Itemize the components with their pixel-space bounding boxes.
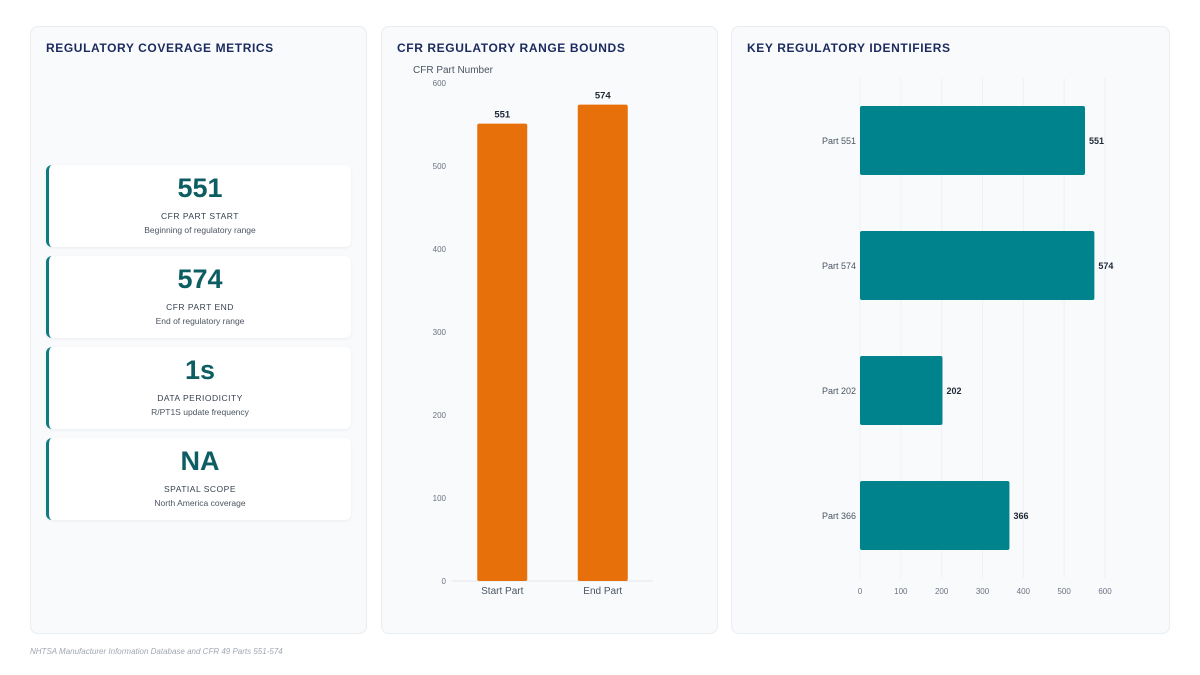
bar-data-label: 574 [595,91,612,102]
y-tick-label: 500 [433,162,447,171]
identifiers-panel: KEY REGULATORY IDENTIFIERS 0 100 200 300 400… [731,26,1170,634]
bar-start-part [477,123,528,582]
kpi-value: NA [180,446,220,476]
bar-data-label: 551 [494,110,511,121]
metrics-panel-title: REGULATORY COVERAGE METRICS [46,41,274,55]
bar-end-part [577,104,628,581]
y-tick-label: Part 202 [822,386,856,396]
x-tick-label: Start Part [481,586,523,597]
x-tick-label: 600 [1098,587,1112,596]
x-tick-label: 0 [858,587,863,596]
kpi-label: CFR PART END [166,302,234,312]
y-tick-label: Part 551 [822,136,856,146]
identifiers-chart: 0 100 200 300 400 500 600 551 Part 551 574 Part 57… [822,78,1113,596]
x-tick-label: 300 [976,587,990,596]
bar-part-202 [860,356,943,425]
kpi-card-part-end: 574 CFR PART END End of regulatory range [46,256,351,338]
y-tick-label: 0 [442,577,447,586]
kpi-subtitle: R/PT1S update frequency [151,407,249,417]
kpi-subtitle: End of regulatory range [155,316,245,326]
bar-part-574 [860,231,1095,300]
y-tick-label: 300 [433,328,447,337]
metrics-panel: REGULATORY COVERAGE METRICS 551 CFR PART… [30,26,367,634]
bar-data-label: 366 [1013,511,1028,521]
range-bounds-chart: CFR Part Number 0 100 200 300 400 500 600 551 St… [413,65,653,597]
kpi-value: 1s [184,355,216,385]
bar-part-366 [860,481,1010,550]
x-tick-label: 200 [935,587,949,596]
bar-data-label: 574 [1098,261,1113,271]
y-tick-label: Part 366 [822,511,856,521]
range-bounds-title: CFR REGULATORY RANGE BOUNDS [397,41,626,55]
y-tick-label: Part 574 [822,261,856,271]
kpi-card-spatial-scope: NA SPATIAL SCOPE North America coverage [46,438,351,520]
bar-part-551 [860,106,1085,175]
kpi-label: SPATIAL SCOPE [163,484,236,494]
range-bounds-panel: CFR REGULATORY RANGE BOUNDS CFR Part Num… [381,26,718,634]
y-tick-label: 100 [433,494,447,503]
kpi-card-part-start: 551 CFR PART START Beginning of regulato… [46,165,351,247]
bar-data-label: 202 [946,386,961,396]
x-tick-label: 500 [1057,587,1071,596]
kpi-subtitle: North America coverage [154,498,246,508]
x-tick-label: End Part [583,586,622,597]
kpi-card-data-periodicity: 1s DATA PERIODICITY R/PT1S update freque… [46,347,351,429]
footer-source: NHTSA Manufacturer Information Database … [30,647,283,656]
kpi-label: DATA PERIODICITY [157,393,243,403]
y-tick-label: 600 [433,79,447,88]
kpi-label: CFR PART START [160,211,239,221]
bar-data-label: 551 [1089,136,1104,146]
kpi-subtitle: Beginning of regulatory range [144,225,256,235]
y-axis-label: CFR Part Number [413,65,494,76]
y-tick-label: 200 [433,411,447,420]
kpi-value: 574 [177,264,223,294]
x-tick-label: 400 [1017,587,1031,596]
x-tick-label: 100 [894,587,908,596]
identifiers-title: KEY REGULATORY IDENTIFIERS [747,41,951,55]
kpi-value: 551 [177,173,223,203]
y-tick-label: 400 [433,245,447,254]
